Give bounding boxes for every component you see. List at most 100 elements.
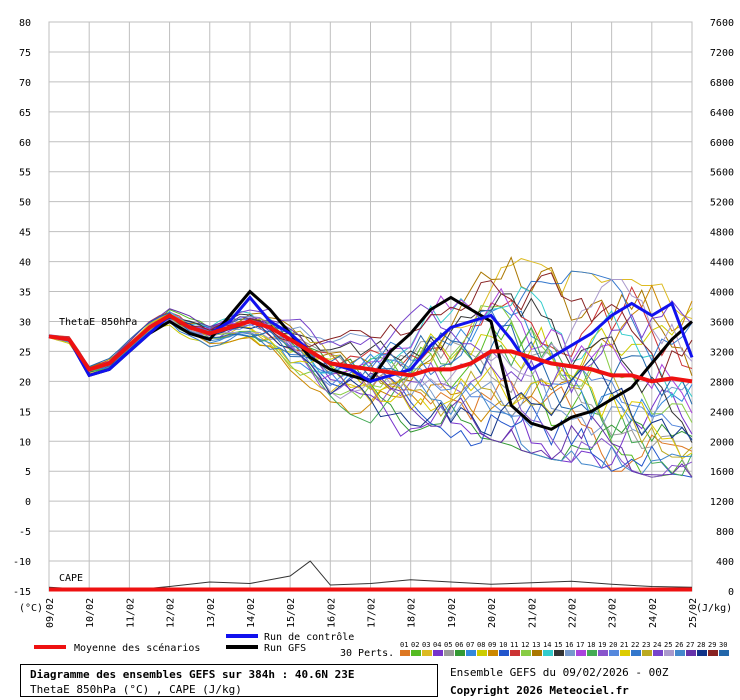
cape-lines (48, 560, 693, 592)
right-tick-label: 7200 (710, 48, 734, 59)
pert-legend-id: 18 (587, 641, 595, 649)
pert-legend-id: 03 (422, 641, 430, 649)
x-tick-label: 25/02 (688, 598, 699, 628)
pert-legend-swatch (477, 650, 487, 656)
x-tick-label: 24/02 (648, 598, 659, 628)
x-tick-label: 15/02 (286, 598, 297, 628)
pert-legend-id: 19 (598, 641, 606, 649)
control-legend-label: Run de contrôle (264, 631, 354, 643)
pert-legend-id: 08 (477, 641, 485, 649)
pert-legend-id: 20 (609, 641, 617, 649)
left-tick-label: 10 (19, 437, 31, 448)
pert-legend-swatch (642, 650, 652, 656)
right-unit-label: (J/kg) (696, 603, 732, 614)
pert-legend-id: 27 (686, 641, 694, 649)
left-tick-label: -10 (13, 557, 31, 568)
left-tick-label: 75 (19, 48, 31, 59)
pert-legend-swatch (499, 650, 509, 656)
right-tick-label: 4400 (710, 258, 734, 269)
left-tick-label: 30 (19, 317, 31, 328)
x-tick-label: 14/02 (246, 598, 257, 628)
pert-legend-swatch (565, 650, 575, 656)
pert-legend-swatch (697, 650, 707, 656)
x-tick-label: 18/02 (407, 598, 418, 628)
right-tick-label: 1600 (710, 467, 734, 478)
pert-legend-id: 12 (521, 641, 529, 649)
pert-legend-id: 29 (708, 641, 716, 649)
left-tick-label: 15 (19, 407, 31, 418)
pert-legend-swatch (587, 650, 597, 656)
right-tick-label: 7600 (710, 18, 734, 29)
perturbation-legend: 01 02 03 04 05 06 07 08 09 10 11 12 13 14 15 16 17 18 19 20… (400, 641, 729, 656)
right-tick-label: 400 (716, 557, 734, 568)
main-series (48, 289, 694, 431)
right-tick-label: 2400 (710, 407, 734, 418)
series-line-0 (48, 313, 693, 384)
pert-legend-swatch (554, 650, 564, 656)
cape-label: CAPE (59, 573, 83, 584)
x-tick-label: 19/02 (447, 598, 458, 628)
x-tick-label: 13/02 (206, 598, 217, 628)
pert-legend-id: 22 (631, 641, 639, 649)
x-tick-label: 12/02 (166, 598, 177, 628)
pert-legend-swatch (488, 650, 498, 656)
perturbation-line-02 (48, 309, 693, 478)
grid (48, 21, 693, 592)
right-tick-label: 5200 (710, 198, 734, 209)
right-tick-label: 2000 (710, 437, 734, 448)
pert-legend-id: 26 (675, 641, 683, 649)
pert-legend-id: 24 (653, 641, 661, 649)
copyright-text: Copyright 2026 Meteociel.fr (450, 684, 629, 697)
pert-legend-id: 01 (400, 641, 408, 649)
thetae-label: ThetaE 850hPa (59, 317, 137, 328)
x-tick-label: 11/02 (125, 598, 136, 628)
x-tick-label: 21/02 (527, 598, 538, 628)
x-axis-ticks: 09/02 10/02 11/02 12/02 13/02 14/02 15/02 16/02… (45, 598, 699, 628)
pert-legend-swatch (543, 650, 553, 656)
pert-legend-swatch (609, 650, 619, 656)
x-tick-label: 17/02 (367, 598, 378, 628)
left-tick-label: 50 (19, 198, 31, 209)
left-tick-label: 20 (19, 377, 31, 388)
x-tick-label: 09/02 (45, 598, 56, 628)
left-tick-label: 40 (19, 258, 31, 269)
right-tick-label: 1200 (710, 497, 734, 508)
pert-legend-swatch (664, 650, 674, 656)
source-text: Ensemble GEFS du 09/02/2026 - 00Z (450, 666, 669, 679)
pert-count-label: 30 Perts. (340, 648, 394, 659)
pert-legend-id: 30 (719, 641, 727, 649)
pert-legend-id: 04 (433, 641, 441, 649)
x-tick-label: 22/02 (567, 598, 578, 628)
pert-legend-swatch (521, 650, 531, 656)
pert-legend-swatch (466, 650, 476, 656)
chart-title: Diagramme des ensembles GEFS sur 384h : … (30, 668, 355, 681)
pert-legend-id: 07 (466, 641, 474, 649)
pert-legend-id: 21 (620, 641, 628, 649)
pert-legend-swatch (510, 650, 520, 656)
pert-legend-swatch (708, 650, 718, 656)
pert-legend-swatch (433, 650, 443, 656)
pert-legend-swatch (411, 650, 421, 656)
right-tick-label: 4000 (710, 288, 734, 299)
pert-legend-id: 15 (554, 641, 562, 649)
left-tick-label: 60 (19, 138, 31, 149)
perturbation-line-30 (48, 312, 693, 415)
pert-legend-swatch (576, 650, 586, 656)
pert-legend-swatch (653, 650, 663, 656)
pert-legend-id: 28 (697, 641, 705, 649)
title-box: Diagramme des ensembles GEFS sur 384h : … (20, 664, 438, 697)
left-tick-label: -15 (13, 587, 31, 598)
left-tick-label: -5 (19, 527, 31, 538)
pert-legend-id: 17 (576, 641, 584, 649)
x-tick-label: 23/02 (608, 598, 619, 628)
chart-subtitle: ThetaE 850hPa (°C) , CAPE (J/kg) (30, 683, 242, 696)
pert-legend-swatch (532, 650, 542, 656)
left-tick-label: 45 (19, 228, 31, 239)
right-tick-label: 0 (728, 587, 734, 598)
right-tick-label: 2800 (710, 377, 734, 388)
left-tick-label: 35 (19, 288, 31, 299)
x-tick-label: 16/02 (326, 598, 337, 628)
right-tick-label: 800 (716, 527, 734, 538)
right-tick-label: 4800 (710, 228, 734, 239)
